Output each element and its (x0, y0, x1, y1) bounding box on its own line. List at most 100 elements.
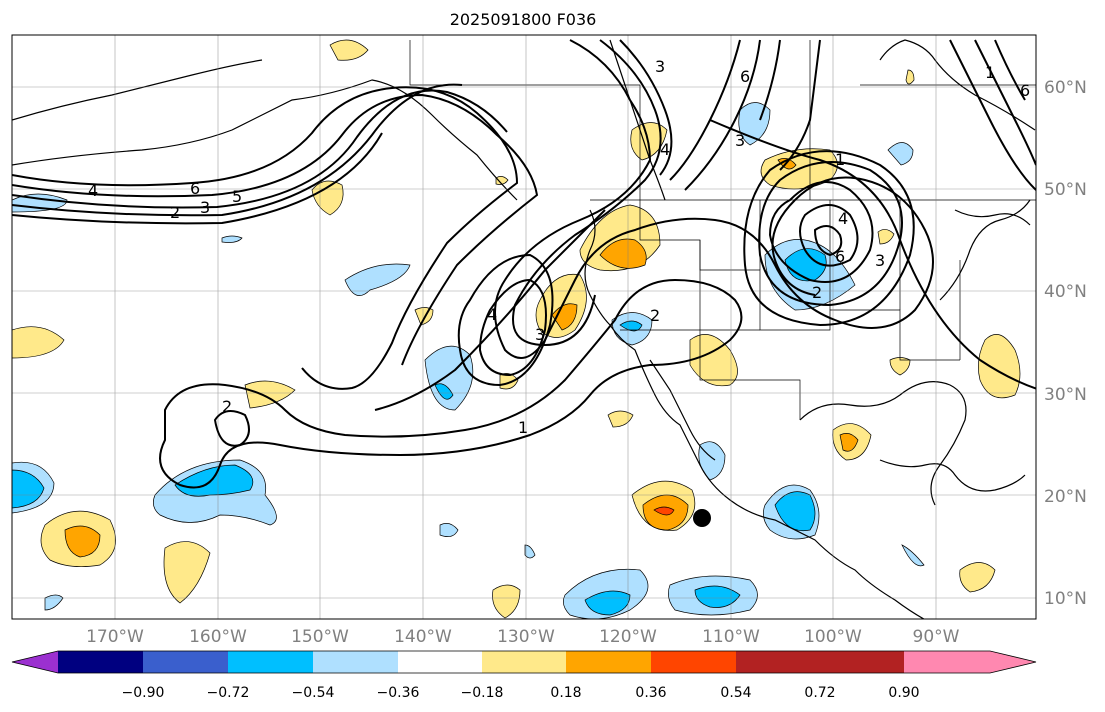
contours (12, 39, 1036, 489)
contour-line (974, 39, 1036, 166)
longitude-labels: 170°W 160°W 150°W 140°W 130°W 120°W 110°… (86, 627, 960, 647)
latitude-label: 30°N (1044, 385, 1087, 405)
map-title: 2025091800 F036 (449, 10, 597, 29)
negative-anomaly-core (434, 383, 454, 400)
contour-line (759, 39, 781, 121)
positive-anomaly (329, 39, 369, 61)
colorbar-tick-label: −0.54 (292, 685, 335, 701)
contour-label: 4 (487, 305, 497, 324)
latitude-label: 20°N (1044, 487, 1087, 507)
contour-label: 6 (190, 179, 200, 198)
latitude-labels: 60°N 50°N 40°N 30°N 20°N 10°N (1044, 78, 1087, 609)
contour-label: 3 (200, 198, 210, 217)
contour-label: 3 (735, 131, 745, 150)
contour-label: 4 (660, 140, 670, 159)
colorbar-segment (143, 651, 228, 673)
contour-label: 3 (655, 57, 665, 76)
colorbar-tick-label: −0.36 (377, 685, 420, 701)
colorbar-segment (228, 651, 313, 673)
colorbar: −0.90 −0.72 −0.54 −0.36 −0.18 0.18 0.36 … (11, 650, 1037, 701)
contour-label: 5 (232, 187, 242, 206)
gridlines (12, 35, 1036, 619)
positive-anomaly (959, 562, 996, 593)
colorbar-segment (651, 651, 736, 673)
contour-label: 3 (875, 251, 885, 270)
contour-line (799, 204, 859, 267)
contour-line (709, 119, 1036, 390)
contour-line (743, 150, 915, 327)
positive-anomaly-core (839, 433, 859, 452)
longitude-label: 120°W (599, 627, 657, 647)
colorbar-segment (566, 651, 651, 673)
contour-line (813, 225, 843, 257)
latitude-label: 40°N (1044, 282, 1087, 302)
colorbar-tick-label: −0.72 (207, 685, 250, 701)
contour-label: 2 (650, 306, 660, 325)
contour-line (12, 86, 519, 390)
contour-label: 1 (985, 63, 995, 82)
latitude-label: 10°N (1044, 589, 1087, 609)
colorbar-segment (398, 651, 482, 673)
contour-label: 2 (222, 397, 232, 416)
contour-line (494, 39, 934, 359)
contour-label: 6 (740, 67, 750, 86)
contour-line (12, 83, 463, 217)
contour-line (994, 39, 1026, 101)
contour-label: 1 (518, 418, 528, 437)
contour-label: 6 (835, 247, 845, 266)
contour-line (12, 93, 539, 366)
colorbar-segment (820, 651, 904, 673)
negative-anomaly (439, 523, 459, 537)
contour-line (12, 132, 383, 225)
positive-anomaly (244, 380, 296, 409)
colorbar-tick-label: −0.90 (122, 685, 165, 701)
colorbar-segment (313, 651, 398, 673)
positive-anomaly (12, 326, 65, 359)
positive-anomaly-core (64, 525, 101, 558)
positive-anomaly (492, 584, 521, 619)
positive-anomaly (607, 410, 634, 428)
contour-line (374, 209, 606, 411)
negative-anomaly (344, 263, 411, 296)
contour-line (758, 161, 903, 307)
colorbar-tick-label: 0.54 (720, 685, 751, 701)
longitude-label: 130°W (497, 627, 555, 647)
contour-line (949, 39, 1036, 191)
colorbar-extend-low (12, 651, 58, 673)
positive-anomaly-core (599, 238, 647, 269)
negative-anomaly (524, 544, 536, 559)
negative-anomaly (901, 544, 925, 567)
positive-anomaly (495, 176, 509, 185)
colorbar-tick-label: 0.36 (635, 685, 666, 701)
latitude-label: 50°N (1044, 180, 1087, 200)
colorbar-segment (736, 651, 820, 673)
contour-line (684, 39, 761, 191)
negative-anomaly (221, 235, 243, 243)
longitude-label: 150°W (291, 627, 349, 647)
contour-label: 2 (170, 203, 180, 222)
contour-label: 4 (88, 181, 98, 200)
negative-anomaly-core (584, 590, 631, 616)
positive-anomaly-core (653, 506, 675, 516)
positive-anomaly (905, 69, 915, 85)
longitude-label: 140°W (394, 627, 452, 647)
contour-line (478, 278, 547, 377)
longitude-label: 160°W (189, 627, 247, 647)
contour-line (457, 253, 554, 387)
positive-anomaly-core (551, 303, 578, 331)
negative-anomaly-core (12, 469, 45, 509)
contour-line (512, 39, 662, 347)
negative-anomaly (424, 345, 474, 411)
longitude-label: 100°W (804, 627, 862, 647)
longitude-label: 170°W (86, 627, 144, 647)
contour-line (768, 181, 874, 283)
negative-anomaly (887, 142, 914, 166)
colorbar-tick-label: −0.18 (461, 685, 504, 701)
longitude-label: 90°W (913, 627, 960, 647)
contour-line (12, 89, 508, 209)
contour-line (619, 39, 673, 176)
colorbar-tick-label: 0.18 (550, 685, 581, 701)
contour-line (779, 39, 821, 171)
colorbar-outline (11, 650, 1037, 674)
